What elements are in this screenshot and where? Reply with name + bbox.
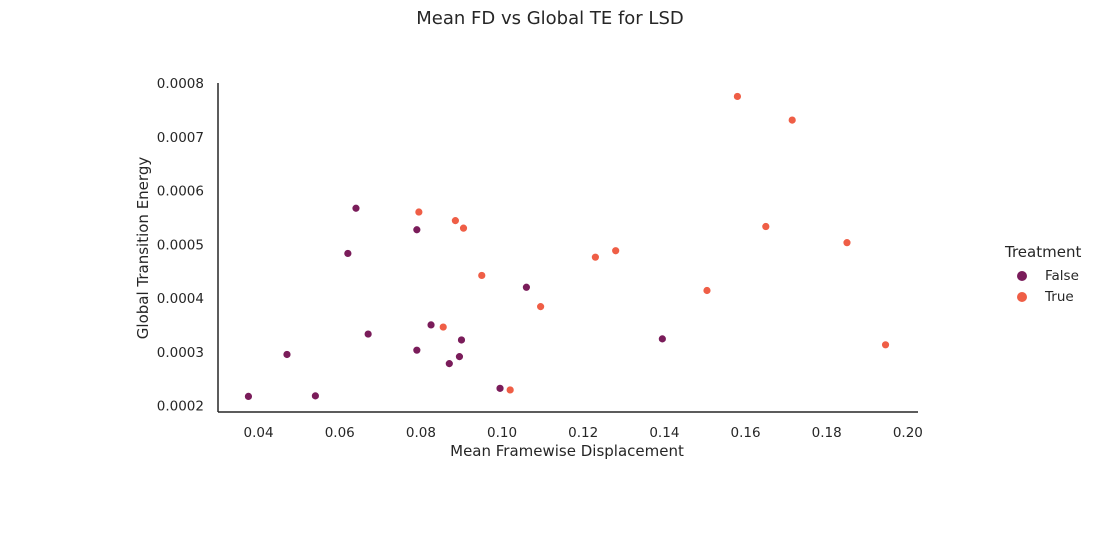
data-point-false — [363, 329, 373, 339]
legend-label-false: False — [1045, 267, 1079, 284]
data-point-false — [310, 391, 320, 401]
legend-item-false: False — [1005, 265, 1081, 286]
data-point-false — [426, 320, 436, 330]
x-tick-label: 0.14 — [649, 425, 679, 441]
x-tick-label: 0.04 — [244, 425, 274, 441]
data-point-false — [244, 392, 253, 401]
data-point-false — [343, 249, 353, 258]
data-point-true — [787, 115, 797, 125]
data-point-false — [412, 345, 422, 355]
data-point-true — [450, 216, 460, 226]
chart-title: Mean FD vs Global TE for LSD — [416, 8, 684, 29]
data-point-false — [522, 282, 531, 292]
legend-marker-false — [1017, 270, 1027, 281]
data-point-true — [505, 385, 515, 395]
y-tick-label: 0.0004 — [157, 291, 204, 307]
data-point-true — [590, 252, 600, 262]
x-axis-label: Mean Framewise Displacement — [450, 442, 684, 460]
data-point-true — [611, 246, 621, 256]
data-point-false — [495, 383, 505, 393]
data-point-true — [881, 340, 890, 350]
data-point-true — [733, 92, 742, 101]
data-point-true — [459, 223, 468, 233]
x-tick-label: 0.18 — [812, 425, 842, 441]
y-axis-label: Global Transition Energy — [134, 156, 152, 340]
data-point-true — [438, 322, 448, 332]
data-point-false — [657, 334, 667, 344]
legend-marker-true — [1017, 291, 1027, 302]
y-tick-label: 0.0002 — [157, 399, 204, 415]
x-tick-label: 0.20 — [893, 425, 923, 441]
x-tick-label: 0.10 — [487, 425, 517, 441]
x-tick-label: 0.06 — [325, 425, 355, 441]
x-tick-label: 0.16 — [731, 425, 761, 441]
data-point-true — [414, 207, 424, 217]
y-tick-label: 0.0003 — [157, 345, 204, 361]
data-point-true — [761, 222, 771, 231]
data-point-true — [702, 286, 712, 295]
y-tick-label: 0.0006 — [157, 184, 204, 200]
y-tick-label: 0.0008 — [157, 76, 204, 92]
x-tick-label: 0.08 — [406, 425, 436, 441]
legend-label-true: True — [1045, 288, 1074, 305]
data-point-false — [455, 352, 464, 362]
data-point-false — [444, 359, 454, 369]
data-point-true — [477, 271, 487, 280]
y-tick-label: 0.0005 — [157, 237, 204, 253]
data-point-true — [842, 238, 852, 248]
legend-item-true: True — [1005, 286, 1081, 307]
data-point-false — [351, 203, 361, 213]
data-point-false — [412, 225, 422, 235]
legend: Treatment False True — [1005, 243, 1081, 307]
y-tick-label: 0.0007 — [157, 130, 204, 146]
legend-title: Treatment — [1005, 243, 1082, 261]
data-point-false — [457, 335, 466, 345]
data-point-false — [282, 350, 292, 359]
data-point-true — [536, 302, 546, 312]
x-tick-label: 0.12 — [568, 425, 598, 441]
